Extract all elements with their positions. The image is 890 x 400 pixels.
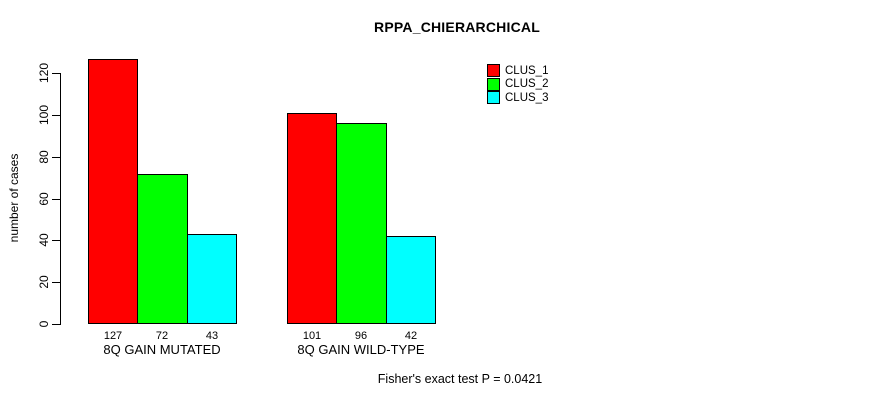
x-group-label: 8Q GAIN WILD-TYPE [297, 342, 425, 357]
legend-swatch-clus-2 [487, 77, 500, 91]
bar-clus-3-group-1 [187, 234, 237, 324]
y-axis-label: number of cases [7, 153, 21, 243]
legend-item: CLUS_2 [487, 77, 549, 92]
bar-clus-1-group-1 [88, 59, 138, 324]
bar-value-label: 101 [302, 330, 322, 342]
bar-clus-2-group-2 [336, 123, 387, 324]
y-tick [52, 73, 61, 74]
y-tick-label: 60 [37, 192, 51, 206]
bar-clus-1-group-2 [287, 113, 337, 324]
y-tick-label: 20 [37, 275, 51, 289]
y-tick-label: 40 [37, 233, 51, 247]
bar-clus-2-group-1 [137, 174, 188, 324]
legend-swatch-clus-3 [487, 91, 500, 105]
bar-value-label: 96 [354, 330, 368, 342]
annotation-text: Fisher's exact test P = 0.0421 [377, 372, 543, 386]
y-tick-label: 0 [37, 320, 51, 328]
legend-item: CLUS_3 [487, 91, 548, 105]
legend-label: CLUS_3 [505, 91, 549, 104]
legend-label: CLUS_1 [505, 64, 549, 77]
legend-swatch-clus-1 [487, 64, 500, 78]
legend-item: CLUS_1 [487, 64, 548, 78]
x-group-label: 8Q GAIN MUTATED [103, 342, 221, 357]
y-tick [52, 199, 61, 200]
y-tick [52, 324, 61, 325]
y-tick-label: 120 [37, 62, 51, 84]
y-tick-label: 80 [37, 150, 51, 164]
bar-value-label: 72 [155, 330, 169, 342]
y-tick [52, 115, 61, 116]
y-tick [52, 157, 61, 158]
bar-value-label: 127 [103, 330, 123, 342]
bar-clus-3-group-2 [386, 236, 436, 324]
chart-title: RPPA_CHIERARCHICAL [374, 19, 540, 35]
legend: CLUS_1 CLUS_2 CLUS_3 [487, 64, 548, 105]
y-tick [52, 282, 61, 283]
y-tick [52, 240, 61, 241]
bar-value-label: 42 [404, 330, 418, 342]
y-tick-label: 100 [37, 104, 51, 126]
bar-value-label: 43 [205, 330, 219, 342]
legend-label: CLUS_2 [505, 78, 549, 91]
